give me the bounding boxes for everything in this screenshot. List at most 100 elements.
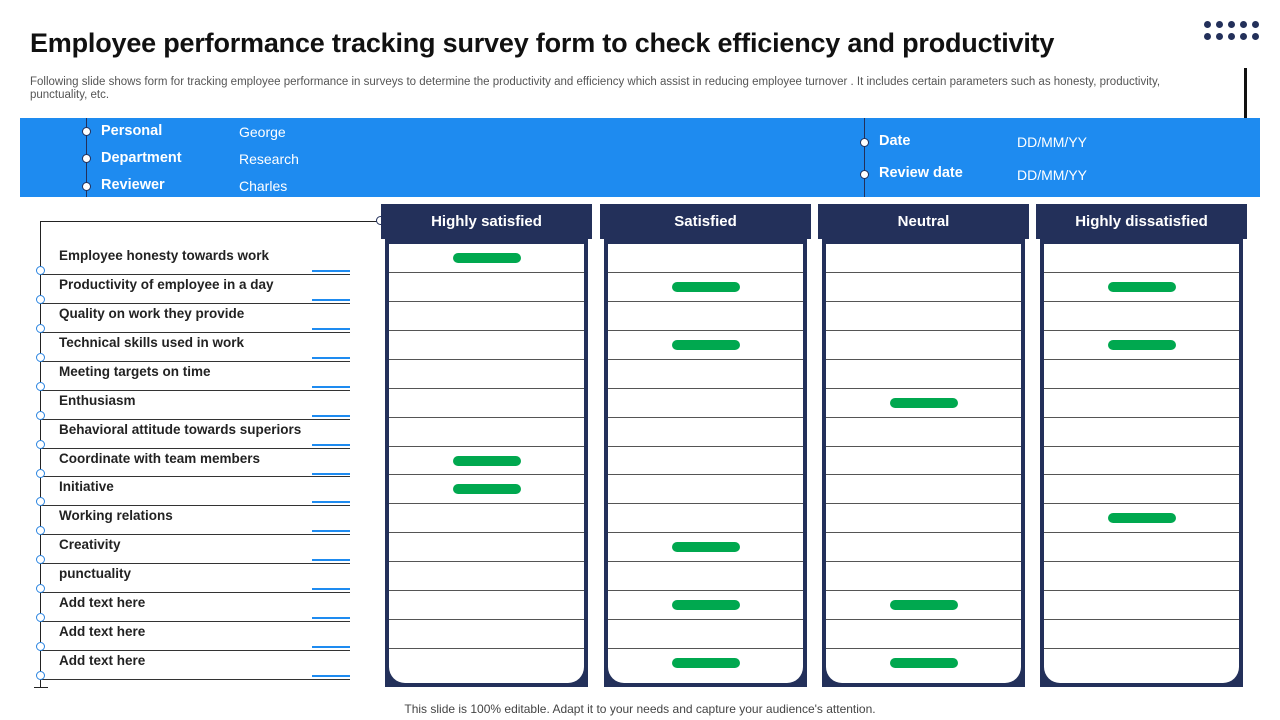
criteria-divider xyxy=(40,621,350,623)
column-cells xyxy=(1044,244,1239,683)
cell-divider xyxy=(1044,474,1239,476)
criteria-dot-icon xyxy=(36,266,45,275)
criteria-label: Quality on work they provide xyxy=(59,305,245,321)
column-highly-dissatisfied xyxy=(1040,239,1243,687)
cell-divider xyxy=(389,271,584,273)
criteria-axis xyxy=(40,221,41,687)
info-label-department: Department xyxy=(101,150,182,166)
criteria-accent xyxy=(312,617,350,620)
dots-grid-icon xyxy=(1204,21,1264,43)
cell-divider xyxy=(1044,271,1239,273)
criteria-divider xyxy=(40,592,350,594)
criteria-accent xyxy=(312,414,350,417)
rating-mark[interactable] xyxy=(671,542,740,553)
cell-divider xyxy=(608,416,803,418)
criteria-accent xyxy=(312,501,350,504)
cell-divider xyxy=(389,474,584,476)
criteria-divider xyxy=(40,418,350,420)
cell-divider xyxy=(389,648,584,650)
criteria-divider xyxy=(40,331,350,333)
criteria-divider xyxy=(40,678,350,680)
cell-divider xyxy=(1044,387,1239,389)
criteria-dot-icon xyxy=(36,555,45,565)
criteria-divider xyxy=(40,360,350,362)
cell-divider xyxy=(826,445,1021,447)
bullet-icon xyxy=(82,127,91,136)
cell-divider xyxy=(389,590,584,592)
info-value-personal: George xyxy=(239,124,286,140)
info-label-review-date: Review date xyxy=(879,165,963,181)
cell-divider xyxy=(608,532,803,534)
criteria-accent xyxy=(312,270,350,272)
criteria-label: punctuality xyxy=(59,566,132,582)
cell-divider xyxy=(1044,648,1239,650)
column-cells xyxy=(389,244,584,683)
cell-divider xyxy=(1044,445,1239,447)
criteria-dot-icon xyxy=(36,410,45,420)
criteria-accent xyxy=(312,559,350,562)
criteria-accent xyxy=(312,356,350,359)
column-header-highly-dissatisfied: Highly dissatisfied xyxy=(1036,204,1247,239)
rating-mark[interactable] xyxy=(1107,513,1176,524)
cell-divider xyxy=(826,358,1021,360)
criteria-label: Add text here xyxy=(59,624,146,640)
cell-divider xyxy=(826,619,1021,621)
cell-divider xyxy=(826,590,1021,592)
column-neutral xyxy=(822,239,1025,687)
criteria-accent xyxy=(312,472,350,475)
cell-divider xyxy=(1044,619,1239,621)
cell-divider xyxy=(608,474,803,476)
rating-mark[interactable] xyxy=(452,253,521,263)
rating-mark[interactable] xyxy=(889,397,958,408)
criteria-accent xyxy=(312,675,350,678)
rating-mark[interactable] xyxy=(452,455,521,466)
column-satisfied xyxy=(604,239,807,687)
cell-divider xyxy=(826,474,1021,476)
cell-divider xyxy=(608,358,803,360)
criteria-accent xyxy=(312,385,350,388)
cell-divider xyxy=(1044,561,1239,563)
cell-divider xyxy=(389,358,584,360)
rating-mark[interactable] xyxy=(1107,281,1176,292)
cell-divider xyxy=(608,561,803,563)
cell-divider xyxy=(389,561,584,563)
cell-divider xyxy=(389,416,584,418)
rating-mark[interactable] xyxy=(671,281,740,292)
cell-divider xyxy=(608,271,803,273)
info-value-date: DD/MM/YY xyxy=(1017,134,1087,150)
info-value-review-date: DD/MM/YY xyxy=(1017,167,1087,183)
rating-mark[interactable] xyxy=(452,484,521,495)
cell-divider xyxy=(608,387,803,389)
cell-divider xyxy=(826,416,1021,418)
info-axis-right xyxy=(864,118,865,197)
cell-divider xyxy=(389,532,584,534)
criteria-dot-icon xyxy=(36,439,45,449)
column-header-highly-satisfied: Highly satisfied xyxy=(381,204,592,239)
criteria-accent xyxy=(312,588,350,591)
criteria-dot-icon xyxy=(36,294,45,304)
rating-mark[interactable] xyxy=(889,600,958,611)
rating-mark[interactable] xyxy=(671,658,740,669)
cell-divider xyxy=(608,619,803,621)
criteria-label: Productivity of employee in a day xyxy=(59,276,274,292)
cell-divider xyxy=(1044,532,1239,534)
cell-divider xyxy=(389,300,584,302)
criteria-label: Coordinate with team members xyxy=(59,450,261,466)
cell-divider xyxy=(826,561,1021,563)
rating-mark[interactable] xyxy=(1107,339,1176,350)
rating-mark[interactable] xyxy=(671,600,740,611)
criteria-divider xyxy=(40,389,350,391)
criteria-label: Add text here xyxy=(59,595,146,611)
page-subtitle: Following slide shows form for tracking … xyxy=(30,76,1161,101)
criteria-connector xyxy=(40,221,381,222)
cell-divider xyxy=(826,503,1021,505)
criteria-label: Creativity xyxy=(59,537,121,553)
rating-mark[interactable] xyxy=(889,658,958,669)
rating-mark[interactable] xyxy=(671,339,740,350)
column-cells xyxy=(826,244,1021,683)
criteria-dot-icon xyxy=(36,642,45,652)
criteria-dot-icon xyxy=(36,671,45,681)
cell-divider xyxy=(1044,329,1239,331)
info-value-reviewer: Charles xyxy=(239,178,288,194)
cell-divider xyxy=(389,619,584,621)
